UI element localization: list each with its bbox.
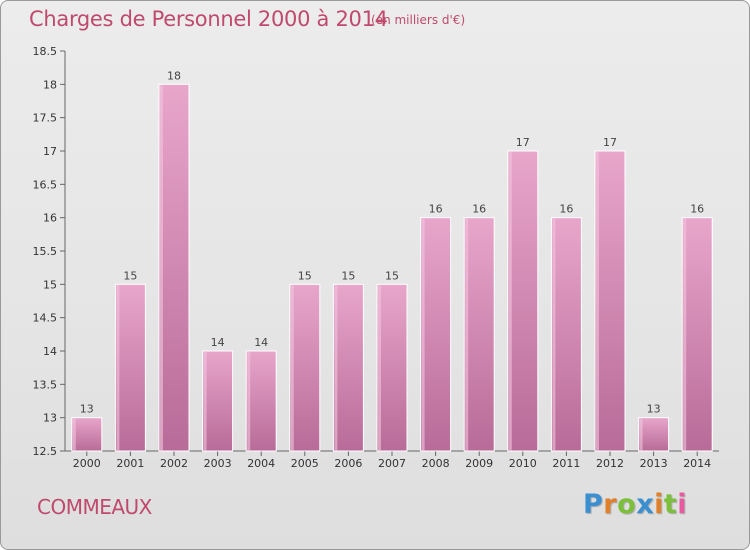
bar-value-label: 16	[690, 203, 704, 216]
x-tick-label: 2013	[640, 457, 668, 470]
bar	[202, 350, 234, 452]
bar-highlight	[290, 285, 294, 451]
logo-letter: x	[636, 489, 655, 520]
bar	[289, 283, 321, 452]
y-tick-label: 17	[43, 145, 57, 158]
y-tick-label: 18.5	[33, 45, 58, 58]
bar-value-label: 16	[472, 203, 486, 216]
bar-highlight	[116, 285, 120, 451]
bar-value-label: 17	[603, 136, 617, 149]
logo-letter: i	[654, 489, 664, 520]
bar-highlight	[378, 285, 381, 451]
y-tick-label: 12.5	[33, 445, 58, 458]
x-tick-label: 2011	[552, 457, 580, 470]
logo-letter: o	[617, 489, 637, 520]
bar-value-label: 14	[254, 336, 268, 349]
y-tick-label: 15.5	[33, 245, 58, 258]
logo-letter: r	[603, 489, 618, 520]
y-tick-label: 15	[43, 278, 57, 291]
logo-letter: i	[677, 489, 688, 520]
x-tick-label: 2012	[596, 457, 624, 470]
bar	[114, 283, 146, 452]
chart-axes: 12.5 13 13.5 14 14.5 15 15.5 16 16.5 17 17.5 18 18.5	[33, 45, 719, 458]
bar-value-label: 15	[385, 269, 399, 282]
x-tick-label: 2009	[465, 457, 493, 470]
x-tick-label: 2000	[73, 457, 101, 470]
bar-value-label: 15	[341, 269, 355, 282]
x-tick-label: 2014	[683, 457, 711, 470]
bar-highlight	[552, 218, 556, 451]
logo-letter: P	[583, 489, 604, 520]
chart-subtitle: (en milliers d'€)	[371, 13, 466, 27]
x-tick-label: 2005	[291, 457, 319, 470]
y-tick-label: 17.5	[33, 112, 58, 125]
chart-title: Charges de Personnel 2000 à 2014	[29, 7, 388, 31]
bar	[376, 283, 408, 452]
x-tick-label: 2001	[116, 457, 144, 470]
y-tick-label: 14	[43, 345, 57, 358]
bar-highlight	[421, 218, 425, 451]
bar-highlight	[247, 352, 251, 451]
bar-highlight	[72, 418, 76, 451]
y-tick-label: 16.5	[33, 178, 58, 191]
x-tick-label: 2010	[509, 457, 537, 470]
y-tick-label: 13.5	[33, 378, 58, 391]
y-tick-label: 13	[43, 412, 57, 425]
y-tick-label: 14.5	[33, 312, 58, 325]
x-tick-label: 2007	[378, 457, 406, 470]
bar-highlight	[596, 152, 599, 451]
x-tick-label: 2008	[422, 457, 450, 470]
bar-value-label: 16	[429, 203, 443, 216]
bar-value-label: 15	[123, 269, 137, 282]
bar-value-label: 13	[80, 403, 94, 416]
commune-name: COMMEAUX	[37, 495, 152, 519]
bar	[71, 417, 103, 452]
bar	[245, 350, 277, 452]
bar-value-label: 14	[211, 336, 225, 349]
x-tick-label: 2003	[204, 457, 232, 470]
bar	[332, 283, 364, 452]
bar-value-label: 18	[167, 69, 181, 82]
x-tick-label: 2006	[334, 457, 362, 470]
bar-value-label: 13	[647, 403, 661, 416]
bar-value-label: 15	[298, 269, 312, 282]
bar	[420, 217, 452, 452]
y-tick-label: 16	[43, 212, 57, 225]
bar-highlight	[334, 285, 338, 451]
chart-labels: 13 2000 15 2001 18 2002 14 2003 14 2004 15 2005 15 20…	[73, 69, 711, 470]
y-tick-label: 18	[43, 78, 57, 91]
bar-value-label: 16	[559, 203, 573, 216]
bar-highlight	[465, 218, 469, 451]
bar	[463, 217, 495, 452]
bar	[158, 83, 190, 452]
chart-bars	[71, 83, 713, 452]
bar	[638, 417, 670, 452]
bar	[681, 217, 713, 452]
bar	[507, 150, 539, 452]
bar-highlight	[203, 352, 207, 451]
bar	[594, 150, 626, 452]
x-tick-label: 2002	[160, 457, 188, 470]
logo-letter: t	[663, 489, 678, 520]
proxiti-logo: Proxiti	[583, 489, 687, 520]
bar-highlight	[683, 218, 687, 451]
bar-value-label: 17	[516, 136, 530, 149]
bar	[550, 217, 582, 452]
x-tick-label: 2004	[247, 457, 275, 470]
bar-highlight	[639, 418, 643, 451]
bar-highlight	[160, 85, 163, 451]
bar-highlight	[508, 152, 512, 451]
